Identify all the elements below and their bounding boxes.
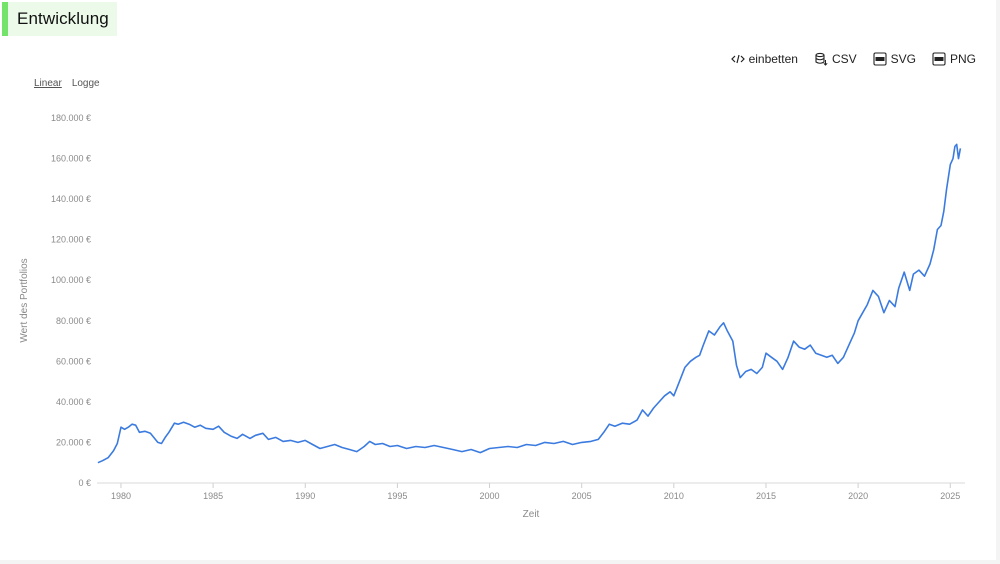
y-tick-label: 140.000 € bbox=[51, 194, 91, 204]
embed-button[interactable]: einbetten bbox=[730, 52, 798, 66]
x-tick-label: 1980 bbox=[111, 491, 131, 501]
scale-linear-button[interactable]: Linear bbox=[34, 78, 62, 89]
x-tick-label: 2005 bbox=[572, 491, 592, 501]
portfolio-value-line bbox=[97, 143, 962, 464]
svg-label: SVG bbox=[890, 52, 916, 66]
y-axis: 0 € 20.000 € 40.000 € 60.000 € 80.000 € 100.0… bbox=[51, 113, 91, 488]
x-tick-label: 2010 bbox=[664, 491, 684, 501]
png-label: PNG bbox=[949, 52, 976, 66]
database-download-icon bbox=[814, 52, 828, 66]
x-tick-label: 1995 bbox=[387, 491, 407, 501]
png-file-icon bbox=[932, 52, 946, 66]
x-tick-label: 1985 bbox=[203, 491, 223, 501]
export-actions: einbetten CSV SVG PNG bbox=[730, 52, 976, 66]
y-tick-label: 0 € bbox=[78, 478, 91, 488]
y-tick-label: 80.000 € bbox=[56, 316, 91, 326]
y-axis-title: Wert des Portfolios bbox=[19, 258, 30, 342]
x-axis-title: Zeit bbox=[523, 509, 540, 520]
x-tick-label: 2000 bbox=[480, 491, 500, 501]
scale-toggle: Linear Logge bbox=[34, 78, 100, 89]
code-icon bbox=[730, 52, 745, 66]
y-tick-label: 100.000 € bbox=[51, 275, 91, 285]
section-header: Entwicklung bbox=[2, 2, 117, 36]
scale-log-button[interactable]: Logge bbox=[71, 78, 100, 89]
x-tick-label: 2015 bbox=[756, 491, 776, 501]
section-title: Entwicklung bbox=[17, 9, 109, 28]
x-tick-label: 2025 bbox=[940, 491, 960, 501]
csv-label: CSV bbox=[831, 52, 857, 66]
accent-bar bbox=[2, 2, 8, 36]
x-tick-label: 2020 bbox=[848, 491, 868, 501]
x-axis: 1980 1985 1990 1995 2000 2005 2010 2015 2020 2025 bbox=[111, 483, 960, 501]
x-tick-label: 1990 bbox=[295, 491, 315, 501]
y-tick-label: 20.000 € bbox=[56, 437, 91, 447]
csv-button[interactable]: CSV bbox=[814, 52, 857, 66]
embed-label: einbetten bbox=[748, 52, 798, 66]
svg-button[interactable]: SVG bbox=[873, 52, 916, 66]
y-tick-label: 160.000 € bbox=[51, 154, 91, 164]
png-button[interactable]: PNG bbox=[932, 52, 976, 66]
svg-file-icon bbox=[873, 52, 887, 66]
y-tick-label: 120.000 € bbox=[51, 235, 91, 245]
y-tick-label: 60.000 € bbox=[56, 356, 91, 366]
y-tick-label: 40.000 € bbox=[56, 397, 91, 407]
y-tick-label: 180.000 € bbox=[51, 113, 91, 123]
